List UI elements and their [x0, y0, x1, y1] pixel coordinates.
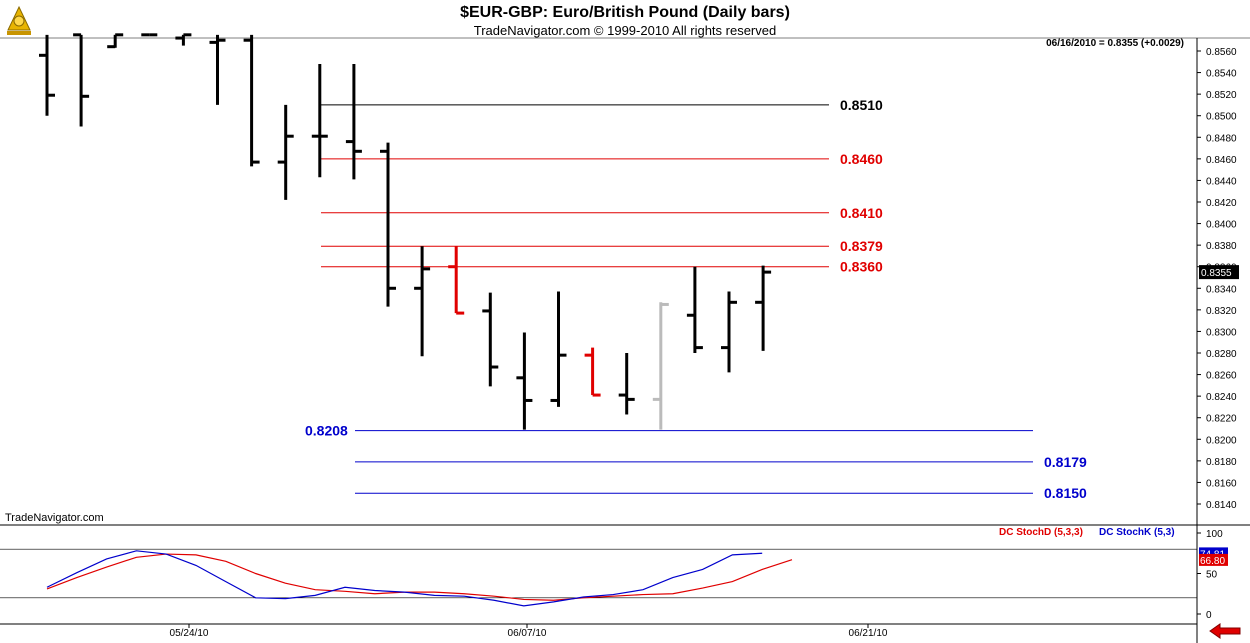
ohlc-bar	[277, 104, 294, 200]
legend-stoch-k: DC StochK (5,3)	[1099, 527, 1175, 538]
x-axis-tick-label: 06/07/10	[508, 628, 547, 639]
price-y-tick-label: 0.8400	[1206, 220, 1237, 231]
last-price-label: 0.8355	[1201, 268, 1232, 279]
price-y-tick-label: 0.8380	[1206, 241, 1237, 252]
price-y-tick-label: 0.8420	[1206, 198, 1237, 209]
price-y-tick-label: 0.8480	[1206, 133, 1237, 144]
legend-stoch-d: DC StochD (5,3,3)	[999, 527, 1083, 538]
price-y-tick-label: 0.8260	[1206, 371, 1237, 382]
price-y-tick-label: 0.8320	[1206, 306, 1237, 317]
chart-title: $EUR-GBP: Euro/British Pound (Daily bars…	[460, 4, 790, 21]
ohlc-bar	[618, 353, 635, 415]
osc-y-tick-label: 100	[1206, 529, 1223, 540]
ohlc-bar	[721, 291, 737, 373]
ohlc-bar	[311, 63, 328, 178]
ohlc-bar	[414, 246, 431, 357]
ohlc-bar	[73, 33, 90, 127]
ohlc-bar	[584, 347, 601, 397]
price-level-label: 0.8510	[840, 97, 883, 113]
ohlc-bar	[448, 246, 465, 315]
left-arrow-icon[interactable]	[1208, 622, 1242, 640]
ohlc-bar	[345, 63, 362, 180]
ohlc-bar	[209, 34, 226, 105]
price-y-tick-label: 0.8520	[1206, 90, 1237, 101]
ohlc-bar	[482, 292, 499, 387]
ohlc-bar	[652, 302, 669, 430]
price-y-tick-label: 0.8300	[1206, 327, 1237, 338]
osc-series-line	[46, 553, 793, 601]
ohlc-bar	[550, 291, 567, 407]
ohlc-bar	[175, 33, 192, 46]
price-y-tick-label: 0.8140	[1206, 500, 1237, 511]
sextant-icon[interactable]	[4, 4, 34, 38]
last-quote-readout: 06/16/2010 = 0.8355 (+0.0029)	[1046, 38, 1184, 49]
price-y-tick-label: 0.8560	[1206, 47, 1237, 58]
price-level-label: 0.8179	[1044, 454, 1087, 470]
price-level-label: 0.8150	[1044, 485, 1087, 501]
osc-d-value-box	[1199, 553, 1228, 566]
ohlc-bar	[516, 332, 533, 430]
price-level-label: 0.8379	[840, 238, 883, 254]
ohlc-bar	[107, 33, 124, 49]
ohlc-bar	[686, 266, 703, 353]
osc-y-tick-label: 50	[1206, 570, 1218, 581]
ohlc-bar	[380, 142, 396, 307]
price-level-label: 0.8360	[840, 259, 883, 275]
price-y-tick-label: 0.8200	[1206, 435, 1237, 446]
watermark-text: TradeNavigator.com	[5, 512, 104, 524]
price-y-tick-label: 0.8500	[1206, 112, 1237, 123]
price-y-tick-label: 0.8220	[1206, 414, 1237, 425]
x-axis-tick-label: 06/21/10	[849, 628, 888, 639]
price-y-tick-label: 0.8180	[1206, 457, 1237, 468]
price-y-tick-label: 0.8440	[1206, 176, 1237, 187]
price-level-label: 0.8208	[305, 423, 348, 439]
price-y-tick-label: 0.8240	[1206, 392, 1237, 403]
ohlc-bar	[39, 34, 55, 116]
copyright-subtitle: TradeNavigator.com © 1999-2010 All right…	[473, 23, 777, 38]
price-y-tick-label: 0.8280	[1206, 349, 1237, 360]
price-y-tick-label: 0.8540	[1206, 69, 1237, 80]
ohlc-bar	[243, 34, 260, 167]
price-level-label: 0.8460	[840, 151, 883, 167]
osc-series-line	[46, 550, 763, 607]
osc-d-value: 66.80	[1200, 556, 1225, 567]
price-y-tick-label: 0.8160	[1206, 478, 1237, 489]
price-level-label: 0.8410	[840, 205, 883, 221]
price-y-tick-label: 0.8340	[1206, 284, 1237, 295]
last-price-box	[1199, 265, 1239, 280]
ohlc-bar	[755, 265, 772, 351]
price-y-tick-label: 0.8460	[1206, 155, 1237, 166]
x-axis-tick-label: 05/24/10	[170, 628, 209, 639]
osc-y-tick-label: 0	[1206, 610, 1212, 621]
